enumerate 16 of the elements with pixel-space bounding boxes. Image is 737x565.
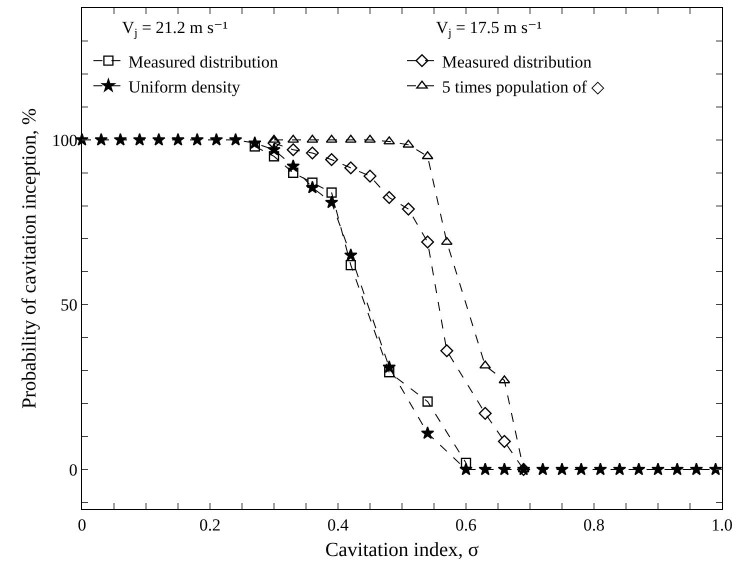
annotation: V$_{j}$ = 17.5 m s⁻¹ xyxy=(436,18,542,40)
annotation: V$_{j}$ = 21.2 m s⁻¹ xyxy=(122,18,228,40)
y-tick-label: 0 xyxy=(69,460,78,480)
legend-label: Uniform density xyxy=(128,77,241,96)
legend-label: 5 times population of ◇ xyxy=(442,77,606,96)
y-axis-title: Probability of cavitation inception, % xyxy=(18,108,40,409)
x-tick-label: 0.6 xyxy=(455,516,477,534)
y-tick-label: 50 xyxy=(60,296,78,315)
legend-label: Measured distribution xyxy=(442,52,592,72)
x-tick-label: 0.4 xyxy=(327,516,350,534)
x-tick-label: 0.8 xyxy=(583,516,605,534)
x-axis-title: Cavitation index, σ xyxy=(325,539,479,561)
y-tick-label: 100 xyxy=(52,130,78,150)
legend-label: Measured distribution xyxy=(128,52,279,72)
x-tick-label: 0.2 xyxy=(199,516,221,534)
x-tick-label: 1.0 xyxy=(711,516,733,534)
